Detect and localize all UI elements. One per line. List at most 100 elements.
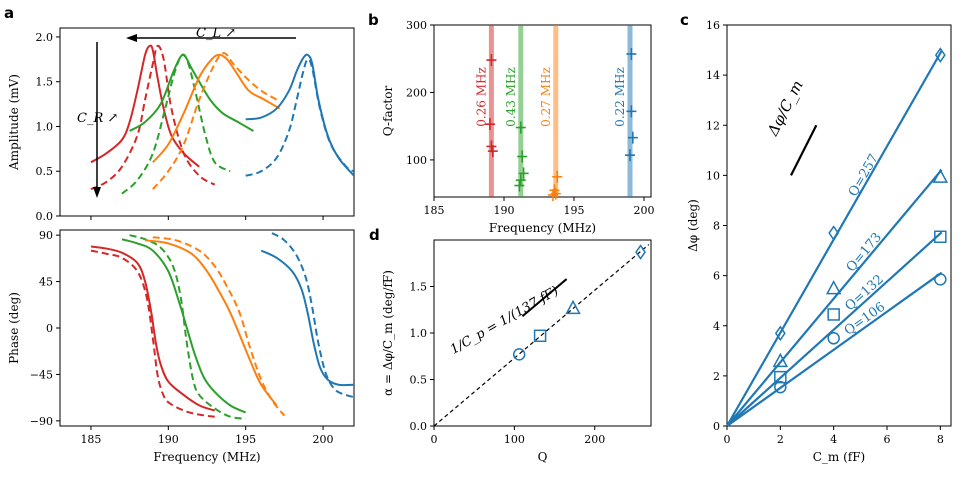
y-tick-label: 1.5: [410, 281, 428, 294]
y-tick-label: 0.5: [410, 374, 428, 387]
x-tick-label: 100: [504, 433, 525, 446]
q-label: Q=257: [846, 152, 882, 200]
x-tick: 8: [937, 426, 944, 446]
y-tick-label: 300: [406, 19, 427, 32]
x-tick: 195: [564, 197, 585, 217]
x-tick-label: 0: [724, 433, 731, 446]
triangle-marker: [932, 168, 949, 183]
qfactor-plot: 185 190 195 200 100 200 300 Frequency (MHz) Q-fa…: [381, 19, 655, 235]
plus-marker: [486, 54, 497, 67]
x-axis-label: C_m (fF): [813, 450, 866, 464]
y-tick-label: 45: [39, 276, 53, 289]
triangle-marker: [565, 299, 581, 315]
dphi-vs-cm-plot: 0 2 4 6 8 0 2 4 6 8 10 12 14 16 C_m (fF) Δφ (deg) Q=257 Q…: [686, 19, 952, 464]
y-tick-label: 16: [706, 19, 720, 32]
axes-frame: [433, 24, 652, 198]
x-tick: 100: [504, 426, 525, 446]
y-tick: 4: [713, 320, 727, 333]
y-tick-label: −90: [30, 415, 53, 428]
panel-label-c: c: [680, 11, 689, 29]
diamond-marker: [934, 47, 946, 63]
x-tick-label: 185: [80, 433, 101, 446]
plus-marker: [515, 174, 526, 187]
plus-marker: [514, 179, 525, 192]
x-tick: 185: [424, 197, 445, 217]
fit-line-Q=173: [726, 169, 943, 427]
circle-marker: [512, 348, 526, 361]
phase-plot: 185 190 195 200 −90 −45 0 45 90 Frequency (MHz) Ph…: [7, 229, 355, 464]
y-tick: 14: [706, 69, 727, 82]
y-tick-label: 14: [706, 69, 720, 82]
amplitude-plot: 0.0 0.5 1.0 1.5 2.0 Amplitude (mV) C_L ↗ C_R ↗: [7, 26, 355, 223]
series-line-green-dashed: [129, 234, 246, 420]
series-line-red-solid: [90, 245, 216, 412]
series-line-orange-dashed: [152, 52, 278, 190]
y-tick-label: 12: [706, 119, 720, 132]
x-tick: 185: [80, 426, 101, 446]
y-axis-label: Amplitude (mV): [7, 74, 21, 171]
y-tick: 1.5: [36, 76, 60, 89]
alpha-vs-q-plot: 0 100 200 0.0 0.5 1.0 1.5 Qα = Δφ/C_m (deg/fF) 1…: [381, 239, 652, 464]
y-tick: 0: [713, 420, 727, 433]
cl-arrow-head: [126, 34, 137, 42]
x-axis-label: Q: [538, 450, 548, 464]
y-tick: 300: [406, 19, 434, 32]
y-tick: 12: [706, 119, 727, 132]
circle-marker: [774, 380, 787, 394]
plus-marker: [487, 145, 498, 158]
y-tick-label: 1.0: [36, 120, 54, 133]
x-tick: 195: [235, 426, 256, 446]
y-tick: 0.5: [36, 165, 60, 178]
y-tick-label: 0.0: [410, 420, 428, 433]
x-tick: 4: [830, 426, 837, 446]
y-tick-label: 0.5: [36, 165, 54, 178]
y-axis-label: Q-factor: [381, 86, 395, 137]
panel-label-d: d: [369, 226, 380, 244]
x-tick-label: 185: [424, 204, 445, 217]
diamond-marker: [774, 325, 786, 342]
series-line-blue-dashed: [245, 58, 354, 177]
series-line-red-dashed: [90, 249, 215, 418]
diamond-marker: [828, 225, 840, 241]
y-tick-label: 8: [713, 220, 720, 233]
y-tick-label: 1.5: [36, 76, 54, 89]
circle-marker: [934, 273, 947, 286]
series-line-green-solid: [121, 238, 247, 414]
x-tick: 200: [634, 197, 655, 217]
plus-marker: [626, 105, 637, 118]
series-line-blue-solid: [260, 249, 354, 387]
y-axis-label: Phase (deg): [7, 292, 21, 364]
y-tick: 1.0: [410, 327, 434, 340]
y-tick: 90: [39, 229, 60, 242]
y-tick-label: 200: [406, 86, 427, 99]
fit-line-Q=106: [726, 271, 943, 427]
series-line-green-solid: [129, 53, 254, 132]
y-tick: 0: [46, 322, 60, 335]
y-tick-label: 10: [706, 169, 720, 182]
x-tick: 200: [313, 426, 334, 446]
y-tick-label: 6: [713, 270, 720, 283]
y-tick: 0.5: [410, 374, 434, 387]
x-tick-label: 8: [937, 433, 944, 446]
x-tick: 190: [158, 426, 179, 446]
linewidth-label: 0.22 MHz: [613, 67, 627, 127]
y-tick-label: 2.0: [36, 31, 54, 44]
series-line-orange-solid: [144, 239, 278, 406]
square-marker: [827, 308, 840, 321]
plus-marker: [485, 118, 495, 131]
y-tick: 8: [713, 220, 727, 233]
plus-marker: [627, 131, 638, 144]
slope-label: Δφ/C_m: [763, 77, 807, 139]
square-marker: [774, 370, 787, 384]
y-tick: 10: [706, 169, 727, 182]
y-tick-label: 0: [46, 322, 53, 335]
x-tick-label: 6: [884, 433, 891, 446]
y-tick: 2.0: [36, 31, 60, 44]
x-tick-label: 200: [313, 433, 334, 446]
y-tick-label: 1.0: [410, 327, 428, 340]
series-line-green-dashed: [121, 53, 231, 195]
y-tick: 45: [39, 276, 60, 289]
diamond-marker: [635, 244, 646, 260]
x-tick: 0: [724, 426, 731, 446]
